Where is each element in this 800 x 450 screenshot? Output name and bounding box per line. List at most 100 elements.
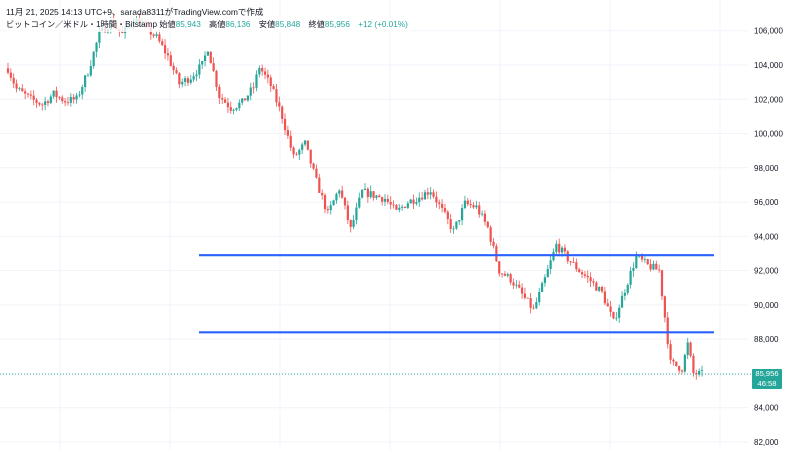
candle-body [198,64,201,75]
candle-body [363,188,367,190]
candle-body [306,140,309,150]
candle-body [460,207,464,221]
candle-body [523,293,527,298]
candle-body [358,197,361,208]
candle-body [15,83,18,89]
candle-body [292,147,295,155]
candle-body [698,370,701,375]
candle-body [24,91,27,94]
candle-body [529,298,532,308]
candle-body [201,61,204,65]
candle-body [466,200,469,205]
candle-body [538,291,541,303]
candle-body [463,200,467,208]
candle-body [226,102,230,108]
candle-body [26,93,30,95]
symbol-label[interactable]: ビットコイン／米ドル・1時間・Bitstamp [6,20,158,29]
candle-body [121,31,124,33]
candle-body [161,41,164,46]
candle-body [386,198,389,202]
candle-body [683,354,686,372]
horizontal-levels [0,254,752,375]
candle-body [458,220,461,222]
candle-body [518,284,521,288]
candle-body [686,342,689,355]
open-label: 始値 [159,20,176,29]
candle-body [349,220,352,227]
y-tick-label: 100,000 [754,130,783,139]
candle-body [49,96,52,104]
high-label: 高値 [209,20,226,29]
candle-body [646,259,649,265]
candle-body [663,296,666,318]
candle-body [655,263,658,270]
candle-body [563,247,567,252]
candle-body [232,109,235,111]
close-value: 85,956 [324,20,350,29]
candle-body [6,68,10,73]
candle-body [480,213,484,215]
candle-body [666,317,669,345]
candle-body [503,273,507,276]
candle-body [680,370,684,372]
candle-body [326,209,329,211]
candle-body [75,95,78,100]
candle-body [398,207,401,210]
candle-body [241,98,244,103]
candle-body [589,277,592,282]
candle-body [675,361,678,367]
candle-body [89,66,92,76]
bar-countdown: 46:58 [757,378,777,388]
last-price-value: 85,956 [755,369,779,379]
candle-body [629,270,632,285]
candle-body [660,270,664,297]
last-price-label: 85,956 46:58 [752,369,782,390]
close-label: 終値 [308,20,325,29]
candle-body [546,268,549,278]
candle-body [632,267,635,271]
candle-body [378,195,381,198]
candle-body [598,286,601,291]
candle-body [275,89,278,103]
candle-body [243,98,247,101]
candle-body [383,198,387,202]
candle-body [649,264,652,270]
candle-body [44,101,47,106]
candle-body [235,108,238,110]
y-tick-label: 104,000 [754,61,783,70]
open-value: 85,943 [175,20,201,29]
candle-body [266,74,269,78]
candle-body [38,102,41,105]
candle-body [369,191,372,198]
candle-body [438,202,441,204]
y-tick-label: 94,000 [754,232,779,241]
candle-body [329,205,332,211]
candle-body [426,192,429,195]
candle-body [609,306,612,312]
candle-body [78,94,81,96]
candle-body [412,199,415,204]
candle-body [472,205,475,208]
candle-body [315,168,318,178]
candle-body [41,104,44,106]
candle-body [600,286,604,292]
candle-body [295,154,298,156]
candle-body [152,34,155,36]
candle-body [186,78,190,83]
candle-body [432,192,435,197]
credit-text: 11月 21, 2025 14:13 UTC+9、sarada8311がTrad… [6,7,264,17]
candle-body [543,277,547,284]
candle-body [635,255,638,268]
candle-body [12,77,15,84]
candle-body [283,118,287,131]
candle-body [218,86,221,99]
candle-body [95,42,98,52]
candle-body [298,149,301,155]
chart-credit: 11月 21, 2025 14:13 UTC+9、sarada8311がTrad… [6,4,263,20]
candle-body [583,274,587,276]
candle-body [338,190,341,194]
candle-body [206,51,210,56]
change-value: +12 (+0.01%) [358,20,408,29]
price-axis: 82,00084,00086,00088,00090,00092,00094,0… [754,27,783,447]
